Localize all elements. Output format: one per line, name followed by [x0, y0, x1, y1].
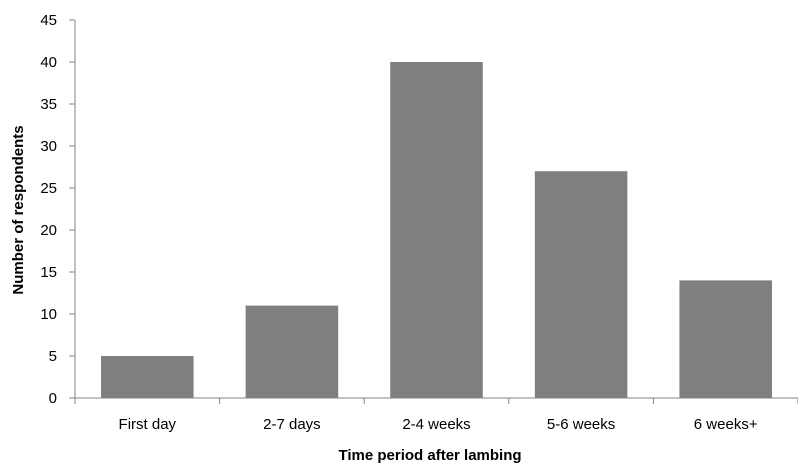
y-tick-label: 0 [49, 390, 57, 407]
x-tick-label: 2-4 weeks [402, 416, 470, 433]
axes-layer [69, 19, 798, 404]
y-tick-label: 25 [40, 180, 57, 197]
bar-2 [390, 62, 483, 398]
y-tick-label: 10 [40, 306, 57, 323]
bars-layer [101, 62, 772, 398]
x-tick-label: 6 weeks+ [694, 416, 758, 433]
y-tick-label: 20 [40, 222, 57, 239]
y-tick-label: 40 [40, 54, 57, 71]
bar-1 [245, 305, 339, 398]
y-tick-label: 5 [49, 348, 57, 365]
bar-3 [534, 171, 628, 398]
x-tick-label: First day [119, 416, 177, 433]
labels-layer: 0 5 10 15 20 25 30 35 40 45 First day 2-7 days 2-4 w… [40, 12, 758, 433]
y-tick-label: 15 [40, 264, 57, 281]
x-tick-label: 2-7 days [263, 416, 321, 433]
bar-4 [679, 280, 772, 398]
y-tick-label: 35 [40, 96, 57, 113]
bar-0 [101, 356, 194, 398]
y-tick-label: 45 [40, 12, 57, 29]
x-tick-label: 5-6 weeks [547, 416, 615, 433]
y-tick-label: 30 [40, 138, 57, 155]
y-axis-title: Number of respondents [10, 125, 27, 294]
x-axis-title: Time period after lambing [338, 447, 521, 464]
